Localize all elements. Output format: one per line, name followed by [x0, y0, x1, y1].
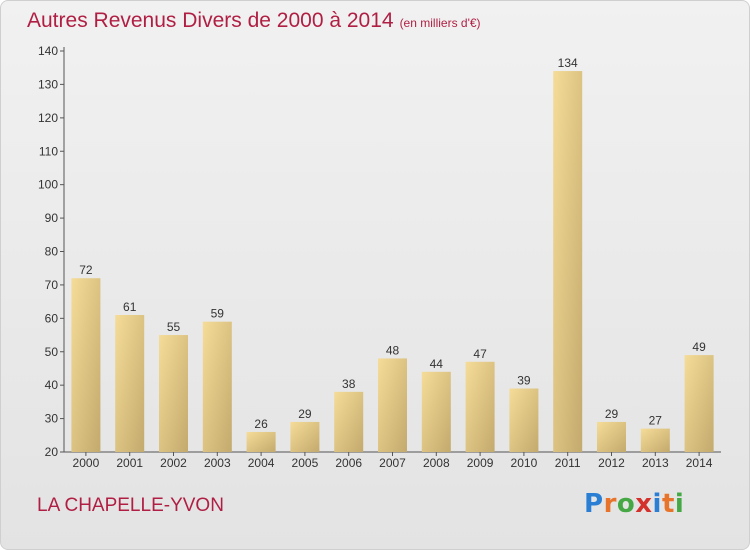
y-tick-label: 30: [45, 412, 59, 426]
bar-2010: [509, 388, 539, 452]
data-label-2010: 39: [517, 374, 531, 388]
logo-letter: i: [674, 489, 685, 519]
bar-2000: [71, 278, 101, 452]
logo-letter: i: [652, 489, 662, 519]
y-tick-label: 20: [45, 445, 59, 459]
y-tick-label: 100: [38, 178, 58, 192]
logo-letter: t: [661, 489, 675, 519]
x-tick-label-2011: 2011: [555, 456, 581, 470]
logo-letter: P: [584, 489, 604, 519]
y-tick-label: 40: [45, 378, 59, 392]
bar-2004: [246, 431, 276, 452]
y-tick-label: 70: [45, 278, 59, 292]
x-tick-label-2000: 2000: [73, 456, 100, 470]
bar-2013: [640, 428, 670, 452]
bar-2007: [378, 358, 407, 452]
bar-2003: [202, 321, 232, 452]
y-tick-label: 110: [39, 144, 58, 158]
data-label-2000: 72: [79, 263, 93, 277]
x-tick-label-2002: 2002: [160, 456, 187, 470]
bar-2014: [684, 355, 714, 452]
y-tick-label: 50: [45, 345, 59, 359]
data-label-2004: 26: [254, 417, 268, 431]
chart-title-text: Autres Revenus Divers de 2000 à 2014: [27, 9, 394, 32]
x-tick-label-2001: 2001: [116, 456, 143, 470]
x-tick-label-2014: 2014: [686, 456, 713, 470]
y-tick-label: 60: [45, 311, 59, 325]
data-label-2005: 29: [298, 407, 312, 421]
data-label-2008: 44: [430, 357, 444, 371]
data-label-2011: 134: [558, 56, 578, 70]
data-label-2012: 29: [605, 407, 619, 421]
data-label-2009: 47: [473, 347, 487, 361]
bar-2001: [115, 314, 145, 452]
x-tick-label-2006: 2006: [335, 456, 362, 470]
place-name: LA CHAPELLE-YVON: [37, 495, 224, 516]
proxiti-logo: Proxiti: [584, 489, 684, 519]
data-label-2014: 49: [692, 340, 706, 354]
x-tick-label-2010: 2010: [511, 456, 538, 470]
bar-2002: [159, 335, 188, 452]
data-label-2001: 61: [123, 300, 137, 314]
bar-2011: [553, 71, 583, 453]
y-tick-label: 130: [38, 77, 58, 91]
bar-2008: [421, 371, 451, 452]
y-tick-label: 90: [45, 211, 59, 225]
x-tick-label-2013: 2013: [642, 456, 669, 470]
chart-unit: (en milliers d'€): [399, 16, 481, 30]
y-tick-label: 80: [45, 245, 59, 259]
logo-letter: x: [635, 489, 653, 519]
x-tick-label-2008: 2008: [423, 456, 450, 470]
bar-2006: [334, 391, 364, 452]
data-label-2003: 59: [211, 307, 225, 321]
bar-2005: [290, 421, 320, 452]
x-tick-label-2007: 2007: [379, 456, 406, 470]
x-tick-label-2009: 2009: [467, 456, 494, 470]
x-tick-label-2005: 2005: [292, 456, 319, 470]
data-label-2007: 48: [386, 343, 400, 357]
data-label-2006: 38: [342, 377, 356, 391]
chart-title: Autres Revenus Divers de 2000 à 2014 (en …: [27, 9, 481, 33]
data-label-2002: 55: [167, 320, 181, 334]
x-tick-label-2004: 2004: [248, 456, 275, 470]
data-label-2013: 27: [649, 414, 663, 428]
x-tick-label-2003: 2003: [204, 456, 231, 470]
chart-labels: 72 2000 61 2001 55 2002 59 2003 26 2004 29 2005 38 20…: [73, 56, 713, 470]
x-tick-label-2012: 2012: [598, 456, 625, 470]
y-tick-label: 140: [38, 44, 58, 58]
logo-letter: o: [616, 489, 636, 519]
bar-2012: [597, 421, 626, 452]
bar-2009: [465, 361, 495, 452]
chart-bars: [71, 71, 714, 453]
logo-letter: r: [603, 489, 617, 519]
y-tick-label: 120: [38, 111, 58, 125]
